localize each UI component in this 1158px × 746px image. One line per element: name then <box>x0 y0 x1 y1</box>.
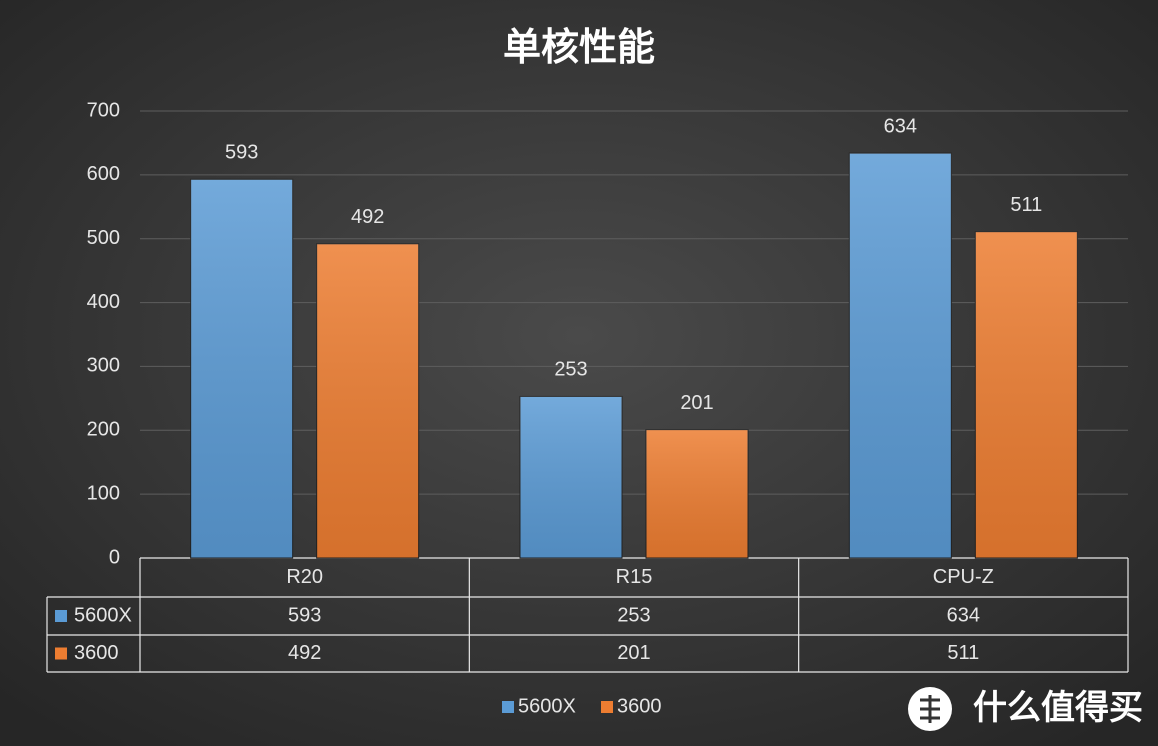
y-tick-label: 600 <box>87 163 120 185</box>
y-tick-label: 100 <box>87 482 120 504</box>
table-row-label: 3600 <box>74 642 119 664</box>
table-cell: 201 <box>617 642 650 664</box>
watermark-logo <box>908 687 952 731</box>
legend-label: 5600X <box>518 695 576 717</box>
legend-key <box>502 701 514 713</box>
data-label: 492 <box>351 206 384 228</box>
bar <box>974 231 1078 559</box>
table-cell: 492 <box>288 642 321 664</box>
bar <box>519 395 623 559</box>
y-tick-label: 400 <box>87 291 120 313</box>
chart-title: 单核性能 <box>503 27 655 69</box>
data-label: 593 <box>225 142 258 164</box>
bar <box>316 243 420 559</box>
table-legend-key <box>55 647 67 660</box>
data-label: 634 <box>884 115 917 137</box>
bar <box>190 178 294 559</box>
bar <box>848 152 952 559</box>
bar <box>645 429 749 559</box>
table-row-label: 5600X <box>74 604 132 626</box>
table-cell: 593 <box>288 604 321 626</box>
y-tick-label: 700 <box>87 99 120 121</box>
table-cell: 511 <box>947 642 979 664</box>
x-tick-label: CPU-Z <box>933 566 994 588</box>
table-cell: 253 <box>617 604 650 626</box>
y-tick-label: 200 <box>87 419 120 441</box>
y-tick-label: 500 <box>87 227 120 249</box>
data-label: 201 <box>680 392 713 414</box>
legend-key <box>601 701 613 713</box>
y-tick-label: 0 <box>109 546 120 568</box>
watermark: 什么值得买 <box>973 689 1143 727</box>
data-label: 253 <box>554 359 587 381</box>
x-tick-label: R15 <box>616 566 653 588</box>
table-legend-key <box>55 610 67 622</box>
data-label: 511 <box>1010 194 1042 216</box>
table-cell: 634 <box>947 604 980 626</box>
x-tick-label: R20 <box>286 566 323 588</box>
y-tick-label: 300 <box>87 355 120 377</box>
legend-label: 3600 <box>617 695 662 717</box>
